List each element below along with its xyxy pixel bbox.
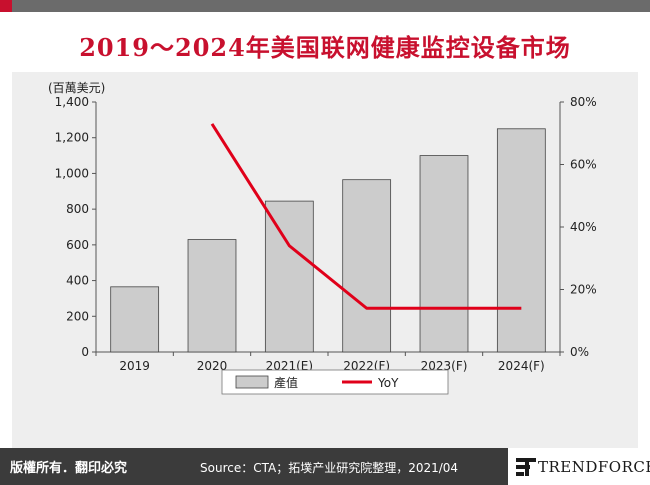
y-left-tick-label: 1,400 (55, 95, 89, 109)
x-tick-label: 2024(F) (498, 359, 545, 373)
top-bar (0, 0, 650, 12)
y-left-tick-label: 0 (81, 345, 89, 359)
yoy-line-series (210, 123, 522, 310)
legend-bar-label: 產值 (274, 375, 298, 390)
y-right-tick-label: 20% (570, 283, 597, 297)
x-tick-label: 2023(F) (421, 359, 468, 373)
top-bar-accent (0, 0, 12, 12)
x-tick-label: 2019 (119, 359, 150, 373)
y-right-tick-label: 0% (570, 345, 589, 359)
legend-bar-swatch (235, 375, 269, 389)
x-tick-label: 2022(F) (343, 359, 390, 373)
bar (342, 179, 392, 353)
combo-chart: (百萬美元) 0 200 400 600 800 1,000 1,200 1,400 0% 20% 4… (48, 81, 597, 395)
y-left-tick-label: 200 (66, 309, 89, 323)
y-left-tick-label: 800 (66, 202, 89, 216)
y-left-tick-label: 600 (66, 238, 89, 252)
y-left-tick-label: 1,200 (55, 131, 89, 145)
y-left-tick-label: 400 (66, 274, 89, 288)
page-title: 2019～2024年美国联网健康监控设备市场 (79, 33, 571, 62)
chart-area: (百萬美元) 0 200 400 600 800 1,000 1,200 1,400 0% 20% 4… (12, 72, 638, 448)
bar (187, 239, 237, 353)
bar-series (110, 128, 546, 353)
bar (110, 286, 160, 353)
copyright-text: 版權所有．翻印必究 (10, 461, 128, 476)
brand-name: TRENDFORCE (538, 458, 650, 476)
x-tick-label: 2020 (197, 359, 228, 373)
yoy-line (210, 123, 522, 310)
y-right-tick-label: 60% (570, 158, 597, 172)
chart-axes: (百萬美元) 0 200 400 600 800 1,000 1,200 1,400 0% 20% 4… (48, 81, 597, 373)
y-left-tick-label: 1,000 (55, 166, 89, 180)
brand-logo: TRENDFORCE (508, 448, 650, 485)
bar (264, 200, 314, 353)
title-area: 2019～2024年美国联网健康监控设备市场 (12, 12, 638, 72)
legend-line-label: YoY (377, 376, 399, 390)
x-tick-label: 2021(E) (266, 359, 313, 373)
y-right-tick-label: 40% (570, 220, 597, 234)
bar (496, 128, 546, 353)
y-axis-unit-label: (百萬美元) (48, 81, 105, 95)
trendforce-logo-icon (516, 458, 536, 476)
chart-legend: 產值 YoY (221, 369, 449, 395)
bar (419, 155, 469, 353)
source-text: Source：CTA；拓墣产业研究院整理，2021/04 (200, 461, 459, 475)
y-right-tick-label: 80% (570, 95, 597, 109)
